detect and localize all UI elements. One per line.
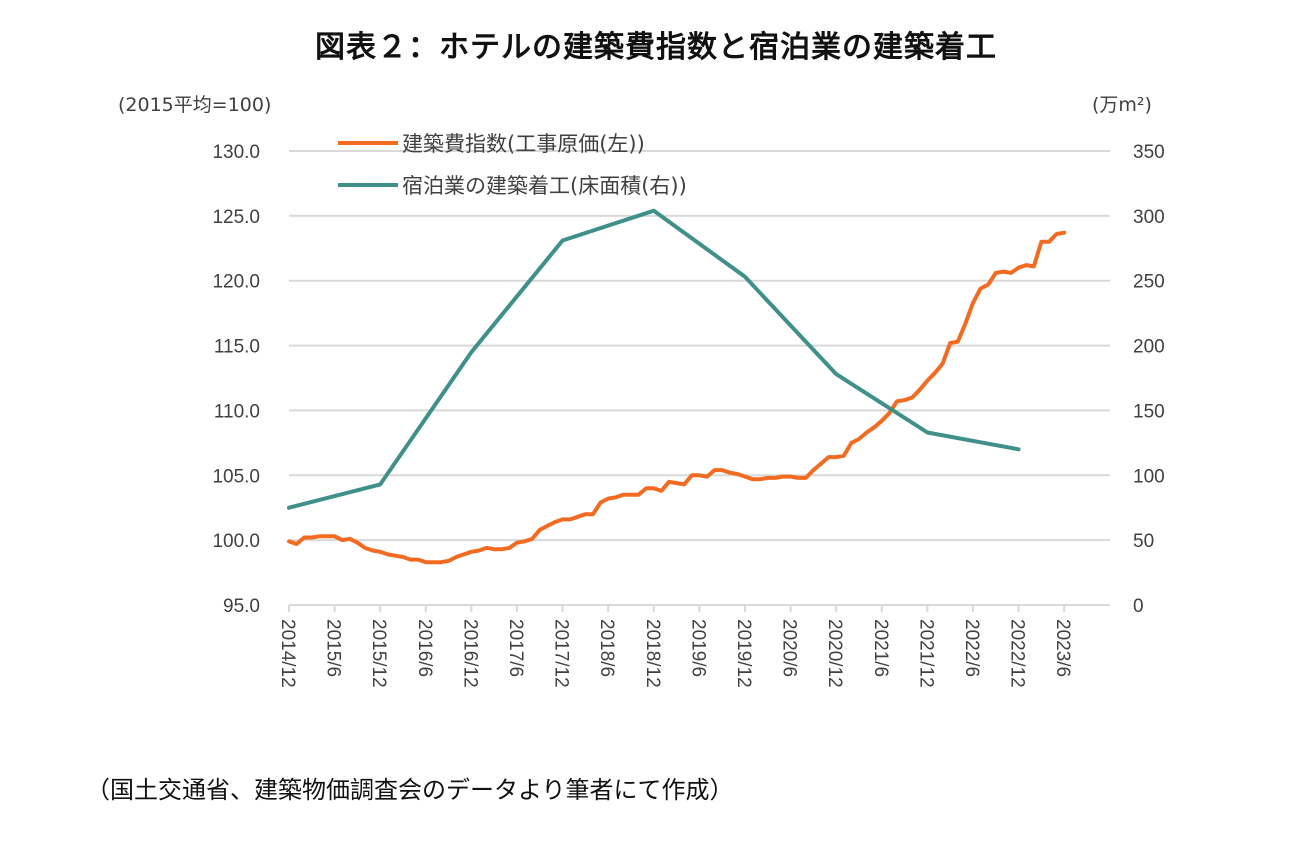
left-axis-ticks: 95.0 100.0 105.0 110.0 115.0 120.0 125.0 130.0 xyxy=(212,142,260,617)
right-tick-label: 300 xyxy=(1133,207,1165,228)
right-tick-label: 250 xyxy=(1133,272,1165,293)
source-note: （国土交通省、建築物価調査会のデータより筆者にて作成） xyxy=(86,776,734,804)
right-tick-label: 150 xyxy=(1133,401,1165,422)
x-tick-label: 2022/12 xyxy=(1007,619,1028,688)
right-tick-label: 200 xyxy=(1133,337,1165,358)
x-tick-label: 2023/6 xyxy=(1052,619,1073,677)
right-tick-label: 0 xyxy=(1133,596,1144,617)
x-tick-label: 2020/6 xyxy=(779,619,800,677)
left-tick-label: 115.0 xyxy=(214,337,260,358)
left-tick-label: 95.0 xyxy=(223,596,260,617)
x-tick-label: 2016/6 xyxy=(414,619,435,677)
x-tick-label: 2021/12 xyxy=(915,619,936,688)
left-tick-label: 120.0 xyxy=(212,272,260,293)
legend: 建築費指数(工事原価(左)) 宿泊業の建築着工(床面積(右)) xyxy=(338,132,687,198)
left-tick-label: 130.0 xyxy=(212,142,260,163)
x-tick-label: 2015/6 xyxy=(323,619,344,677)
right-tick-label: 50 xyxy=(1133,531,1154,552)
legend-label: 建築費指数(工事原価(左)) xyxy=(402,132,645,156)
x-tick-label: 2021/6 xyxy=(870,619,891,677)
right-tick-label: 100 xyxy=(1133,466,1165,487)
gridlines xyxy=(289,150,1110,542)
x-tick-label: 2019/6 xyxy=(687,619,708,677)
left-tick-label: 125.0 xyxy=(212,207,260,228)
chart-title: 図表２：ホテルの建築費指数と宿泊業の建築着工 xyxy=(315,30,997,65)
x-axis: 2014/12 2015/6 2015/12 2016/6 2016/12 2017/6 2… xyxy=(277,604,1110,688)
x-tick-label: 2018/6 xyxy=(596,619,617,677)
legend-label: 宿泊業の建築着工(床面積(右)) xyxy=(402,174,687,198)
left-tick-label: 105.0 xyxy=(212,466,260,487)
left-tick-label: 100.0 xyxy=(212,531,260,552)
x-tick-label: 2016/12 xyxy=(459,619,480,688)
right-tick-label: 350 xyxy=(1133,142,1165,163)
right-axis-ticks: 0 50 100 150 200 250 300 350 xyxy=(1133,142,1165,617)
series-line-lodging-construction-starts xyxy=(287,208,1021,510)
x-tick-label: 2017/6 xyxy=(505,619,526,677)
x-tick-label: 2020/12 xyxy=(824,619,845,688)
x-tick-label: 2018/12 xyxy=(642,619,663,688)
series-lines xyxy=(287,208,1067,565)
x-tick-label: 2015/12 xyxy=(368,619,389,688)
left-axis-unit-label: (2015平均=100) xyxy=(118,94,272,116)
right-axis-unit-label: (万m²) xyxy=(1092,94,1152,116)
series-line-construction-cost-index xyxy=(287,230,1067,565)
x-tick-label: 2019/12 xyxy=(733,619,754,688)
left-tick-label: 110.0 xyxy=(214,401,260,422)
x-tick-label: 2014/12 xyxy=(277,619,298,688)
x-tick-label: 2017/12 xyxy=(551,619,572,688)
x-tick-label: 2022/6 xyxy=(961,619,982,677)
